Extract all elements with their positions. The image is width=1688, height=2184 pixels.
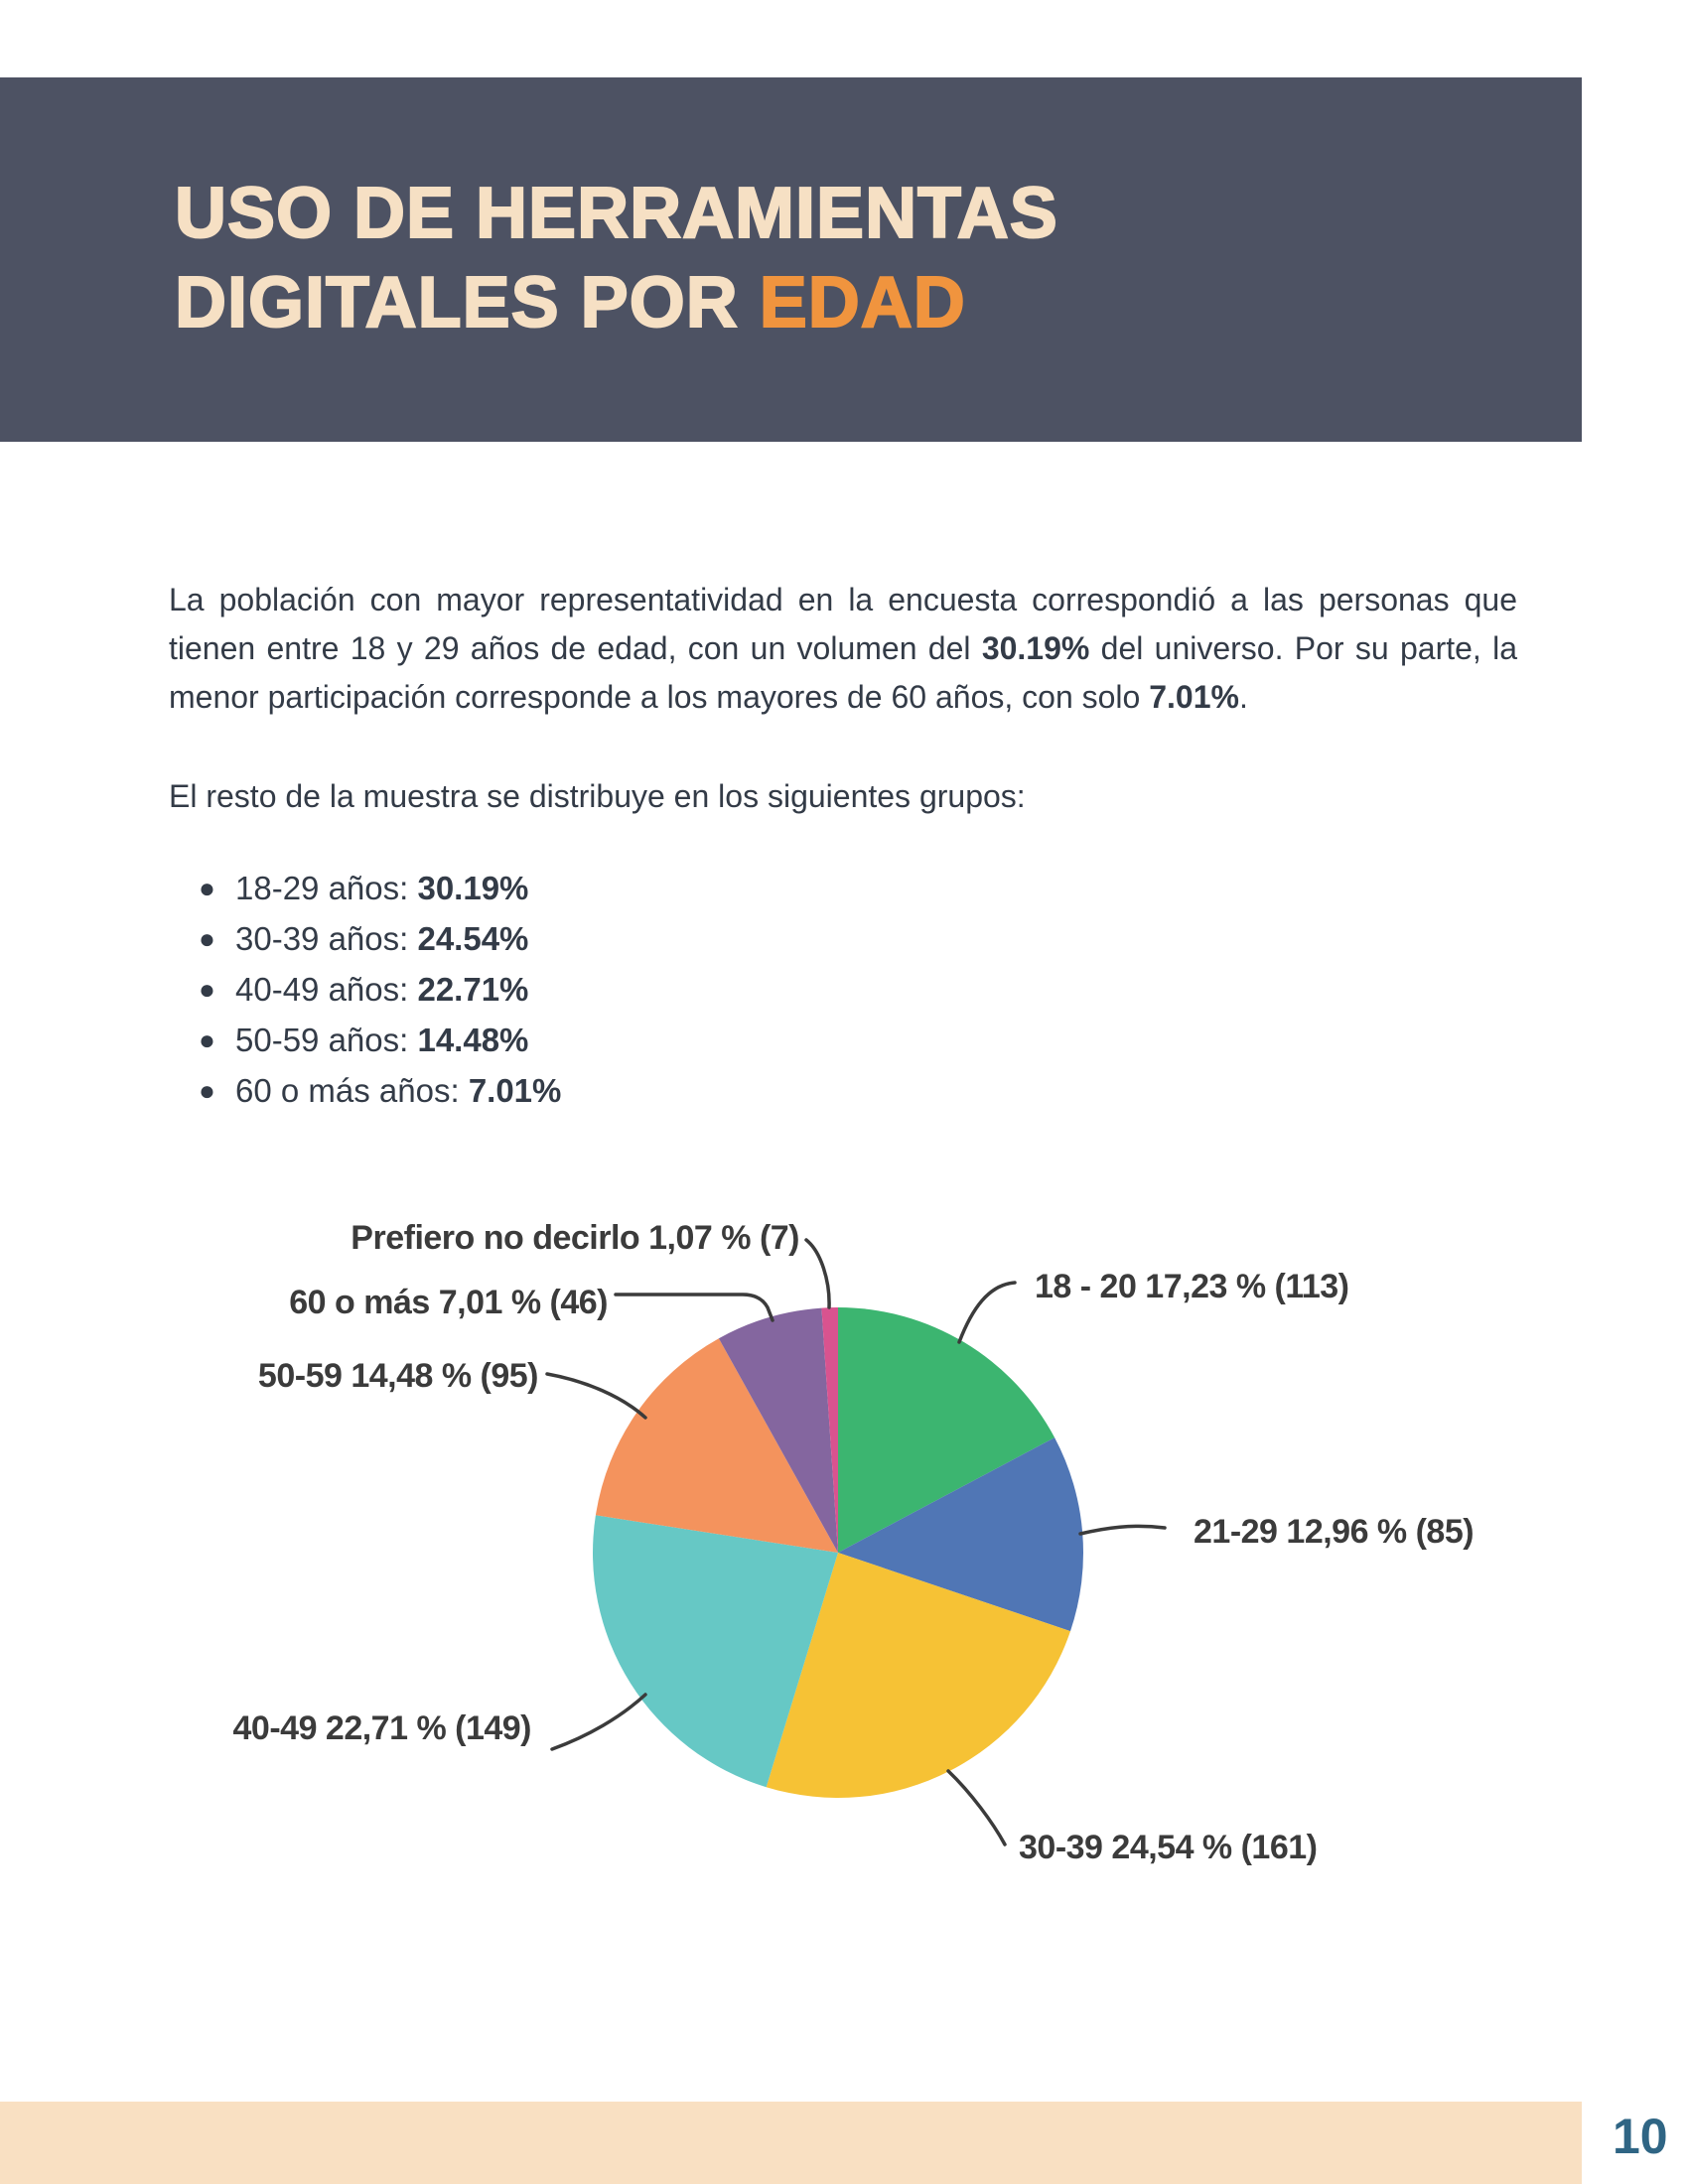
bullet-icon: ● xyxy=(199,923,215,954)
pie-slice-18---20 xyxy=(838,1307,1055,1553)
bullet-icon: ● xyxy=(199,974,215,1005)
pie-slice-50-59 xyxy=(595,1338,838,1553)
page-number: 10 xyxy=(1613,2109,1668,2164)
leader-line-1 xyxy=(1078,1524,1167,1536)
pie-slice-30-39 xyxy=(766,1553,1070,1799)
leader-line-0 xyxy=(957,1281,1017,1344)
intro-seg3: . xyxy=(1238,679,1248,715)
leader-line-4 xyxy=(545,1372,647,1420)
leader-line-5 xyxy=(614,1293,774,1322)
footer-bar xyxy=(0,2102,1582,2184)
list-item: ● 60 o más años: 7.01% xyxy=(169,1065,561,1116)
pie-slice-60-o-más xyxy=(718,1307,838,1553)
page-title-line1: USO DE HERRAMIENTAS xyxy=(174,173,1058,254)
list-item-value: 14.48% xyxy=(417,1022,529,1058)
age-group-list: ● 18-29 años: 30.19% ● 30-39 años: 24.54% … xyxy=(169,863,561,1116)
leader-line-3 xyxy=(550,1693,647,1751)
pie-slice-40-49 xyxy=(593,1515,838,1788)
list-intro-text: El resto de la muestra se distribuye en … xyxy=(169,778,1026,814)
intro-seg2: del universo. Por su parte, la menor par… xyxy=(169,630,1518,715)
list-item-value: 7.01% xyxy=(468,1072,562,1109)
list-item-label: 50-59 años: xyxy=(235,1022,418,1058)
list-item-value: 30.19% xyxy=(417,870,529,906)
page-title: USO DE HERRAMIENTAS DIGITALES POR EDAD xyxy=(174,169,1058,347)
intro-bold2: 7.01% xyxy=(1149,679,1239,715)
pie-slice-prefiero-no-decirlo xyxy=(821,1307,838,1553)
header-block xyxy=(0,77,1582,442)
page-title-line2: DIGITALES POR EDAD xyxy=(174,258,1058,347)
pie-label-60-o-mas: 60 o más 7,01 % (46) xyxy=(289,1284,608,1321)
list-item: ● 50-59 años: 14.48% xyxy=(169,1015,561,1065)
intro-bold1: 30.19% xyxy=(981,630,1090,666)
bullet-icon: ● xyxy=(199,1024,215,1055)
bullet-icon: ● xyxy=(199,1075,215,1106)
pie-label-21-29: 21-29 12,96 % (85) xyxy=(1194,1513,1475,1551)
leader-line-6 xyxy=(804,1238,831,1309)
bullet-icon: ● xyxy=(199,873,215,903)
list-item-value: 24.54% xyxy=(417,920,529,957)
list-item: ● 40-49 años: 22.71% xyxy=(169,964,561,1015)
page-title-line2-prefix: DIGITALES POR xyxy=(174,262,760,343)
pie-slice-21-29 xyxy=(838,1437,1083,1632)
intro-paragraph: La población con mayor representatividad… xyxy=(169,576,1517,722)
list-item-label: 30-39 años: xyxy=(235,920,418,957)
list-item: ● 30-39 años: 24.54% xyxy=(169,913,561,964)
list-item-label: 18-29 años: xyxy=(235,870,418,906)
list-item-label: 60 o más años: xyxy=(235,1072,469,1109)
page-title-highlight: EDAD xyxy=(759,262,966,343)
pie-label-18-20: 18 - 20 17,23 % (113) xyxy=(1035,1268,1349,1305)
list-item: ● 18-29 años: 30.19% xyxy=(169,863,561,913)
pie-label-40-49: 40-49 22,71 % (149) xyxy=(232,1709,532,1747)
pie-label-50-59: 50-59 14,48 % (95) xyxy=(257,1357,539,1395)
list-item-label: 40-49 años: xyxy=(235,971,418,1008)
leader-line-2 xyxy=(946,1769,1007,1846)
list-item-value: 22.71% xyxy=(417,971,529,1008)
pie-label-30-39: 30-39 24,54 % (161) xyxy=(1019,1829,1318,1866)
pie-label-prefiero-no-decirlo: Prefiero no decirlo 1,07 % (7) xyxy=(351,1219,799,1257)
intro-seg1: La población con mayor representatividad… xyxy=(169,582,1517,666)
